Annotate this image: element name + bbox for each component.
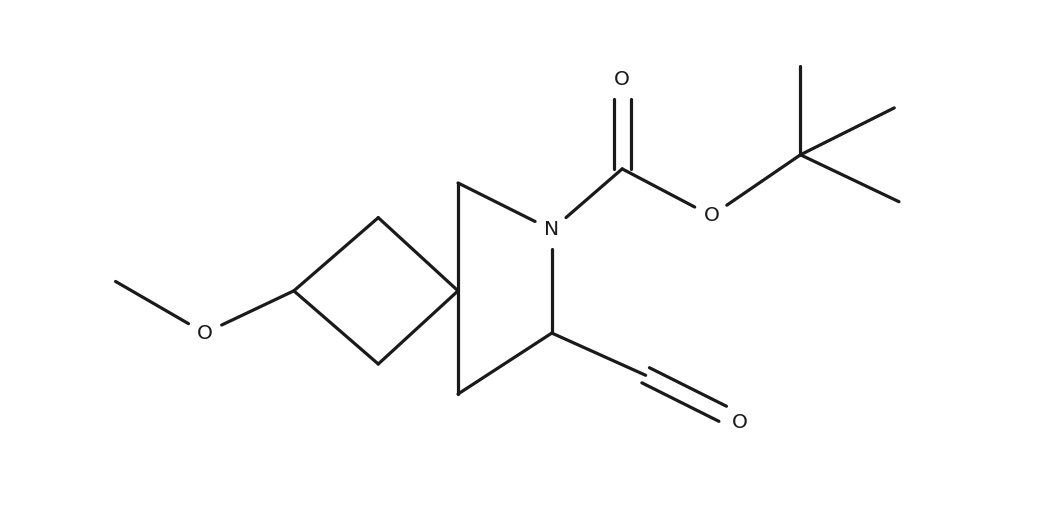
Text: O: O [732, 413, 747, 432]
Text: O: O [197, 324, 213, 343]
Text: O: O [704, 206, 719, 225]
Text: O: O [614, 70, 630, 89]
Text: N: N [544, 220, 559, 239]
